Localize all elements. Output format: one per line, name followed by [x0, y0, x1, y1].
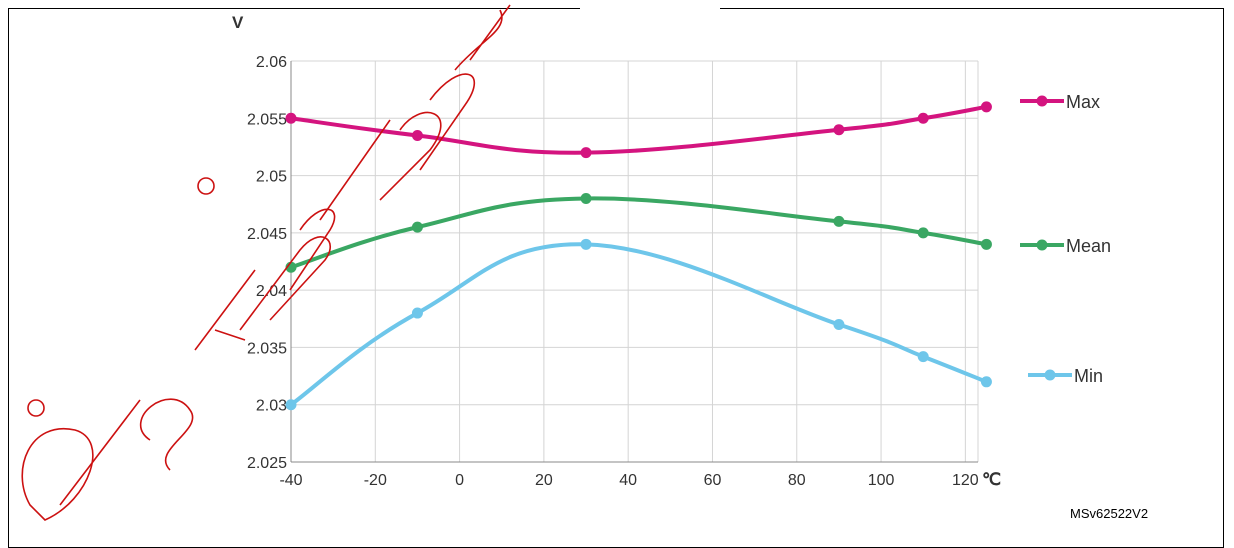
- y-tick-label: 2.04: [256, 283, 287, 300]
- y-tick-label: 2.025: [247, 455, 287, 472]
- legend-marker-max: [1036, 95, 1048, 107]
- x-tick-label: 120: [952, 472, 979, 489]
- x-tick-label: -40: [279, 472, 302, 489]
- legend-label-min: Min: [1074, 366, 1103, 386]
- x-tick-label: 20: [535, 472, 553, 489]
- y-tick-label: 2.035: [247, 340, 287, 357]
- data-point-min: [980, 376, 992, 388]
- data-point-min: [285, 399, 297, 411]
- legend-marker-min: [1044, 369, 1056, 381]
- line-chart: -40 -20 0 20 40 60 80 100 120 2.025 2.03 2.035 2.04 2…: [232, 13, 1148, 521]
- data-point-max: [285, 112, 297, 124]
- figure-reference: MSv62522V2: [1070, 506, 1148, 521]
- data-point-max: [980, 101, 992, 113]
- data-point-max: [411, 129, 423, 141]
- y-tick-label: 2.03: [256, 398, 287, 415]
- legend-marker-mean: [1036, 239, 1048, 251]
- grid-lines: [290, 60, 979, 463]
- x-tick-label: 0: [455, 472, 464, 489]
- y-tick-label: 2.06: [256, 54, 287, 71]
- data-point-mean: [980, 238, 992, 250]
- frame-gap: [580, 0, 720, 12]
- data-point-mean: [580, 192, 592, 204]
- x-tick-label: 40: [619, 472, 637, 489]
- y-axis-unit: V: [232, 13, 244, 32]
- series-line-max: [289, 104, 989, 155]
- data-point-max: [580, 147, 592, 159]
- x-tick-label: 60: [704, 472, 722, 489]
- data-point-mean: [917, 227, 929, 239]
- axes: -40 -20 0 20 40 60 80 100 120 2.025 2.03 2.035 2.04 2…: [247, 54, 979, 489]
- data-point-mean: [285, 261, 297, 273]
- data-point-max: [917, 112, 929, 124]
- series-line-min: [289, 242, 989, 407]
- data-point-min: [411, 307, 423, 319]
- data-point-mean: [833, 215, 845, 227]
- series-layer: [285, 101, 992, 411]
- legend-label-max: Max: [1066, 92, 1100, 112]
- legend: Max Mean Min: [1020, 92, 1111, 386]
- x-axis-unit: ℃: [982, 470, 1001, 489]
- data-point-max: [833, 124, 845, 136]
- legend-label-mean: Mean: [1066, 236, 1111, 256]
- data-point-min: [917, 351, 929, 363]
- x-tick-label: 80: [788, 472, 806, 489]
- y-tick-label: 2.055: [247, 111, 287, 128]
- data-point-min: [833, 319, 845, 331]
- data-point-min: [580, 238, 592, 250]
- y-tick-label: 2.05: [256, 169, 287, 186]
- x-tick-label: -20: [364, 472, 387, 489]
- data-point-mean: [411, 221, 423, 233]
- y-tick-label: 2.045: [247, 226, 287, 243]
- x-tick-label: 100: [868, 472, 895, 489]
